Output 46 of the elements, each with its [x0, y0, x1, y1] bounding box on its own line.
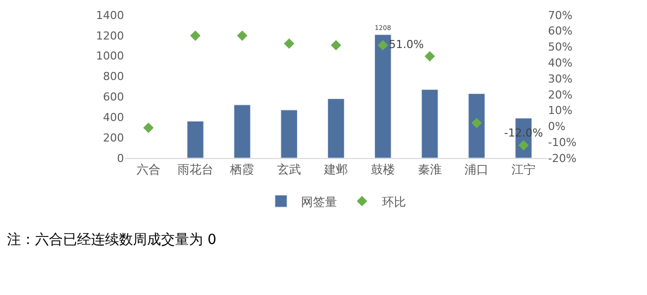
y2-tick-label: 20% — [548, 88, 572, 102]
bar — [234, 104, 251, 158]
y2-tick-label: 0% — [548, 120, 566, 134]
x-tick-label: 雨花台 — [177, 162, 214, 176]
y2-tick-label: 30% — [548, 72, 572, 86]
x-tick-label: 建邺 — [323, 162, 348, 176]
point — [378, 40, 388, 50]
legend-label: 环比 — [382, 194, 406, 209]
y2-tick-label: 40% — [548, 56, 572, 70]
y-tick-label: 200 — [103, 131, 124, 144]
text: 注：六合已经连续数周成交量为 0 — [7, 232, 216, 248]
y2-tick-label: 50% — [548, 40, 572, 54]
legend-label: 网签量 — [301, 194, 337, 209]
point — [330, 40, 342, 50]
y2-tick-label: 60% — [548, 24, 572, 38]
y-tick-label: 1200 — [96, 29, 124, 42]
bar — [328, 98, 344, 158]
point — [471, 118, 482, 128]
y2-tick-label: -20% — [548, 152, 576, 165]
y2-tick-label: 10% — [548, 104, 572, 118]
y2-tick-label: 70% — [548, 8, 572, 22]
x-tick-label: 栖霞 — [229, 162, 254, 176]
point — [284, 38, 294, 49]
bar — [468, 93, 486, 158]
x-tick-label: 江宁 — [512, 162, 536, 176]
x-tick-label: 浦口 — [464, 162, 489, 176]
y-tick-label: 600 — [103, 90, 124, 104]
bar — [186, 120, 204, 158]
y-tick-label: 1000 — [96, 50, 124, 63]
y-tick-label: 1400 — [96, 8, 124, 22]
y-tick-label: 400 — [103, 110, 124, 124]
x-tick-label: 六合 — [136, 162, 160, 176]
x-tick-label: 鼓楼 — [370, 162, 395, 176]
bar — [280, 110, 298, 158]
point — [518, 140, 529, 150]
point — [190, 30, 201, 41]
x-tick-label: 玄武 — [277, 162, 302, 176]
bar — [374, 34, 392, 158]
y-tick-label: 800 — [103, 70, 124, 84]
point — [237, 30, 248, 41]
point — [424, 51, 435, 62]
bar — [421, 89, 438, 158]
point — [143, 122, 154, 134]
y-tick-label: 0 — [117, 152, 124, 165]
y2-tick-label: -10% — [548, 136, 576, 149]
x-tick-label: 秦淮 — [418, 162, 442, 176]
